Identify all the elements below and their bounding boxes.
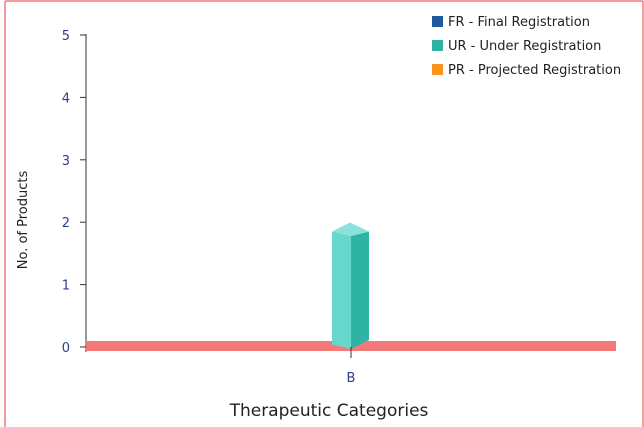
legend-label: FR - Final Registration [448, 15, 590, 30]
bar-front-face [332, 231, 351, 349]
legend-label: UR - Under Registration [448, 39, 601, 54]
y-axis-ticks: 0 1 2 3 4 5 [62, 29, 86, 356]
y-tick-label: 5 [62, 29, 70, 44]
x-category-label: B [347, 371, 356, 386]
bar-top-face [332, 222, 369, 237]
legend-label: PR - Projected Registration [448, 63, 621, 78]
x-axis-title: Therapeutic Categories [229, 401, 429, 421]
y-axis-title: No. of Products [16, 171, 31, 270]
legend: FR - Final Registration UR - Under Regist… [432, 15, 621, 78]
x-category-labels: B [347, 347, 356, 386]
legend-swatch [432, 40, 443, 51]
y-tick-label: 1 [62, 279, 70, 294]
bars-group [332, 222, 369, 349]
bar-side-face [351, 231, 369, 349]
y-tick-label: 3 [62, 154, 70, 169]
y-tick-label: 2 [62, 216, 70, 231]
bar-ur-b[interactable] [332, 222, 369, 349]
legend-swatch [432, 64, 443, 75]
legend-swatch [432, 16, 443, 27]
y-tick-label: 0 [62, 341, 70, 356]
y-tick-label: 4 [62, 91, 70, 106]
